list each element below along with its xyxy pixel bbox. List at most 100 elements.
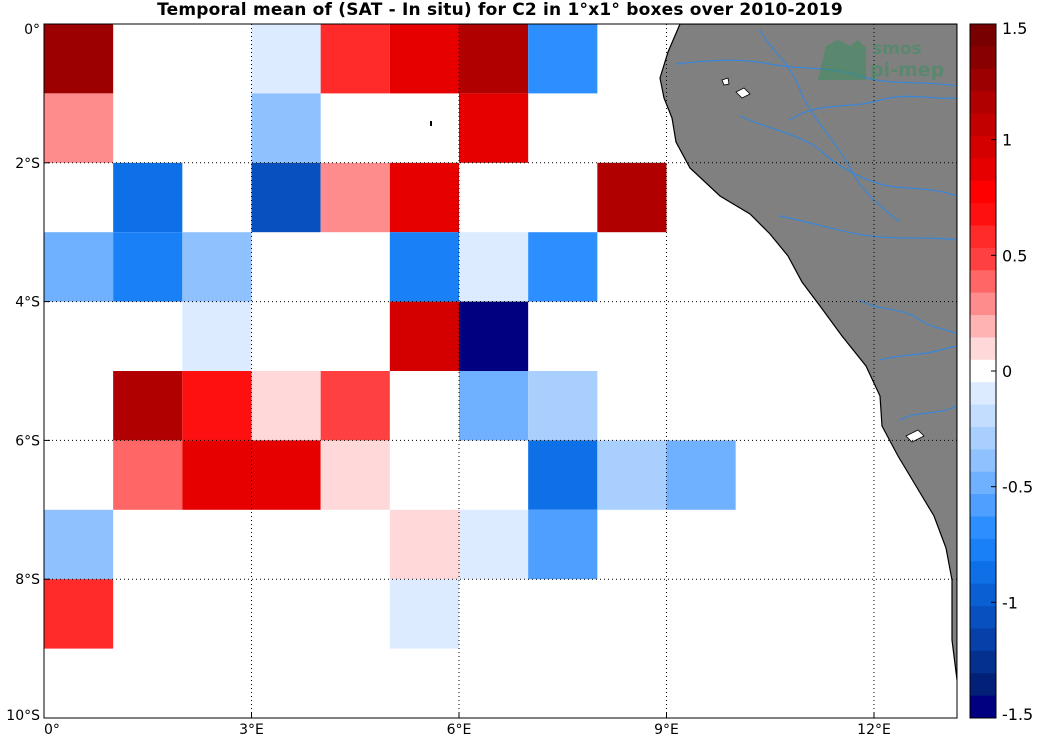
colorbar-step	[970, 426, 996, 450]
colorbar-label: 1	[1002, 131, 1012, 150]
colorbar-step	[970, 24, 996, 47]
heatmap-cell	[528, 232, 598, 302]
river-8	[789, 95, 957, 121]
heatmap-cell	[44, 509, 114, 580]
heatmap-cell	[528, 24, 598, 94]
colorbar-step	[970, 404, 996, 428]
colorbar-step	[970, 650, 996, 674]
y-tick-label: 8°S	[15, 572, 40, 588]
colorbar-label: 1.5	[1002, 19, 1027, 38]
colorbar-step	[970, 292, 996, 316]
colorbar-step	[970, 359, 996, 383]
heatmap-cell	[251, 93, 321, 163]
watermark-line1: smos	[872, 39, 922, 59]
heatmap-cell	[182, 371, 252, 441]
heatmap-cell	[597, 162, 667, 233]
river-5	[859, 299, 957, 335]
colorbar-step	[970, 158, 996, 182]
y-tick-label: 6°S	[15, 433, 40, 449]
heatmap-cell	[666, 440, 736, 510]
colorbar-step	[970, 225, 996, 249]
colorbar-step	[970, 68, 996, 92]
heatmap-cell	[459, 371, 529, 441]
heatmap-cell	[44, 232, 114, 302]
colorbar-step	[970, 538, 996, 562]
heatmap-cell	[113, 162, 183, 233]
y-tick-label: 10°S	[6, 708, 40, 724]
island-3	[905, 429, 925, 443]
heatmap-cell	[113, 440, 183, 510]
colorbar-step	[970, 583, 996, 607]
heatmap-cell	[389, 24, 459, 94]
colorbar-step	[970, 606, 996, 629]
x-tick-label: 6°E	[447, 722, 472, 738]
colorbar-step	[970, 382, 996, 406]
heatmap-cell	[528, 440, 598, 510]
river-4	[779, 215, 957, 241]
heatmap-cell	[251, 440, 321, 510]
colorbar-step	[970, 516, 996, 540]
heatmap-cell	[182, 232, 252, 302]
heatmap-cell	[320, 24, 390, 94]
heatmap-cell	[389, 579, 459, 649]
heatmap-cell	[320, 162, 390, 233]
colorbar-label: -1.5	[1002, 705, 1033, 724]
rivers	[675, 29, 957, 421]
heatmap-cell	[389, 301, 459, 371]
colorbar-step	[970, 113, 996, 137]
heatmap-cell	[459, 24, 529, 94]
y-tick-label: 0°	[24, 22, 40, 38]
heatmap-cell	[389, 509, 459, 580]
heatmap-cell	[251, 371, 321, 441]
x-tick-label: 3°E	[239, 722, 264, 738]
heatmap-cell	[320, 371, 390, 441]
watermark-line2: pi-mep	[870, 59, 944, 81]
islet	[430, 121, 432, 126]
x-axis-ticks: 0° 3°E 6°E 9°E 12°E	[43, 712, 891, 738]
heatmap-cell	[528, 509, 598, 580]
heatmap-cell	[251, 24, 321, 94]
colorbar-step	[970, 315, 996, 338]
colorbar-label: 0	[1002, 362, 1012, 381]
colorbar-step	[970, 695, 996, 719]
x-tick-label: 9°E	[654, 722, 679, 738]
heatmap-cell	[389, 162, 459, 233]
heatmap-cell	[44, 24, 114, 94]
heatmap-cell	[182, 440, 252, 510]
colorbar-step	[970, 91, 996, 115]
colorbar-step	[970, 673, 996, 697]
heatmap-cell	[389, 232, 459, 302]
colorbar-step	[970, 203, 996, 226]
island-2	[721, 77, 730, 86]
river-6	[879, 345, 957, 361]
land-mass	[430, 24, 957, 681]
land-polygon	[659, 24, 957, 681]
colorbar-label: -0.5	[1002, 478, 1033, 497]
heatmap-cell	[182, 301, 252, 371]
heatmap-cell	[459, 232, 529, 302]
island-1	[735, 87, 751, 99]
y-axis-ticks: 0° 2°S 4°S 6°S 8°S 10°S	[6, 22, 50, 724]
colorbar-step	[970, 561, 996, 585]
colorbar-step	[970, 270, 996, 294]
x-tick-label: 12°E	[857, 722, 891, 738]
heatmap-cell	[113, 232, 183, 302]
heatmap-cell	[459, 509, 529, 580]
heatmap-cells	[44, 24, 736, 649]
heatmap-cell	[528, 371, 598, 441]
colorbar: 1.5 1 0.5 0 -0.5 -1 -1.5	[969, 19, 1033, 724]
heatmap-cell	[597, 440, 667, 510]
colorbar-label: -1	[1002, 593, 1018, 612]
x-tick-label: 0°	[44, 722, 60, 738]
colorbar-step	[970, 337, 996, 361]
logo-mark-icon	[818, 40, 866, 80]
river-7	[899, 405, 957, 421]
river-2	[759, 29, 901, 223]
y-tick-label: 2°S	[15, 156, 40, 172]
y-tick-label: 4°S	[15, 295, 40, 311]
plot-frame	[43, 23, 958, 719]
heatmap-cell	[459, 93, 529, 163]
river-3	[739, 115, 957, 197]
watermark-logo: smos pi-mep	[818, 39, 944, 81]
colorbar-step	[970, 494, 996, 518]
